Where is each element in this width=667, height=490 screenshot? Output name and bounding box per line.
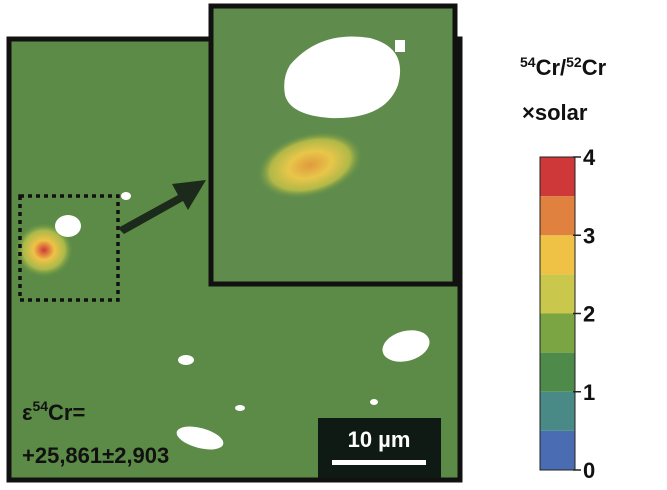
colorbar-band xyxy=(540,196,575,236)
annotation: ε54Cr= +25,861±2,903 xyxy=(22,398,169,468)
superscript: 54 xyxy=(520,54,536,70)
annotation-line2: +25,861±2,903 xyxy=(22,443,169,468)
colorbar-title: 54Cr/52Cr xyxy=(520,54,607,80)
superscript: 52 xyxy=(566,54,582,70)
colorbar-tick-label: 3 xyxy=(583,223,595,248)
text: Cr/ xyxy=(536,55,567,80)
colorbar-subtitle: ×solar xyxy=(522,100,588,125)
epsilon: ε xyxy=(22,400,33,425)
text: Cr xyxy=(582,55,607,80)
colorbar-tick-label: 1 xyxy=(583,380,595,405)
annotation-line1: ε54Cr= xyxy=(22,398,85,425)
colorbar-band xyxy=(540,313,575,353)
colorbar-band xyxy=(540,157,575,197)
colorbar-band xyxy=(540,274,575,314)
inset-map xyxy=(208,3,458,287)
superscript: 54 xyxy=(32,398,48,414)
colorbar-tick-label: 0 xyxy=(583,458,595,483)
scale-bar: 10 µm xyxy=(318,418,441,478)
colorbar: 0 1 2 3 4 xyxy=(539,145,596,483)
scale-bar-label: 10 µm xyxy=(348,427,411,452)
colorbar-tick-label: 4 xyxy=(583,145,596,170)
colorbar-band xyxy=(540,391,575,431)
colorbar-band xyxy=(540,430,575,470)
text: Cr= xyxy=(48,400,85,425)
colorbar-band xyxy=(540,352,575,392)
colorbar-tick-label: 2 xyxy=(583,302,595,327)
colorbar-band xyxy=(540,235,575,275)
